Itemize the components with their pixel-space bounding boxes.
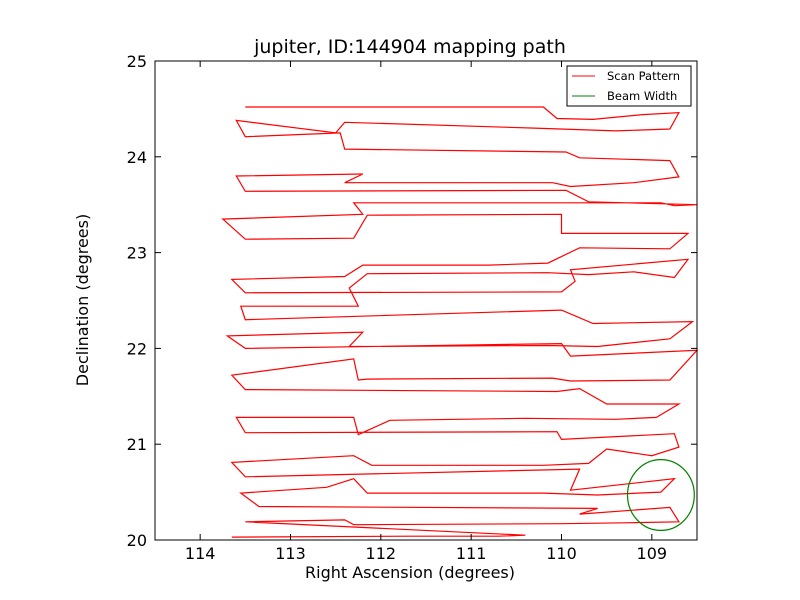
series-line-scan-pattern — [221, 106, 699, 538]
x-tick-label: 112 — [366, 544, 397, 563]
y-tick-label: 22 — [127, 339, 147, 358]
y-tick-label: 24 — [127, 148, 147, 167]
legend-box — [566, 65, 692, 107]
plot-background — [155, 61, 697, 540]
chart-title: jupiter, ID:144904 mapping path — [253, 36, 566, 58]
axes-frame — [154, 60, 698, 541]
y-tick-label: 20 — [127, 531, 147, 550]
plot-area — [154, 60, 699, 541]
x-axis-label: Right Ascension (degrees) — [305, 563, 515, 582]
legend: Scan Pattern Beam Width — [566, 65, 692, 107]
x-tick-label: 114 — [185, 544, 216, 563]
series-beam-width-circle — [626, 459, 695, 532]
y-tick-label: 25 — [127, 52, 147, 71]
series-layer — [221, 106, 699, 538]
x-tick-label: 110 — [546, 544, 577, 563]
y-tick-label: 21 — [127, 435, 147, 454]
y-axis-label: Declination (degrees) — [73, 214, 92, 386]
y-tick-label: 23 — [127, 244, 147, 263]
x-tick-label: 111 — [456, 544, 487, 563]
x-tick-label: 113 — [275, 544, 306, 563]
legend-label-beam-width: Beam Width — [607, 89, 677, 103]
legend-label-scan-pattern: Scan Pattern — [607, 69, 680, 83]
x-tick-label: 109 — [637, 544, 668, 563]
